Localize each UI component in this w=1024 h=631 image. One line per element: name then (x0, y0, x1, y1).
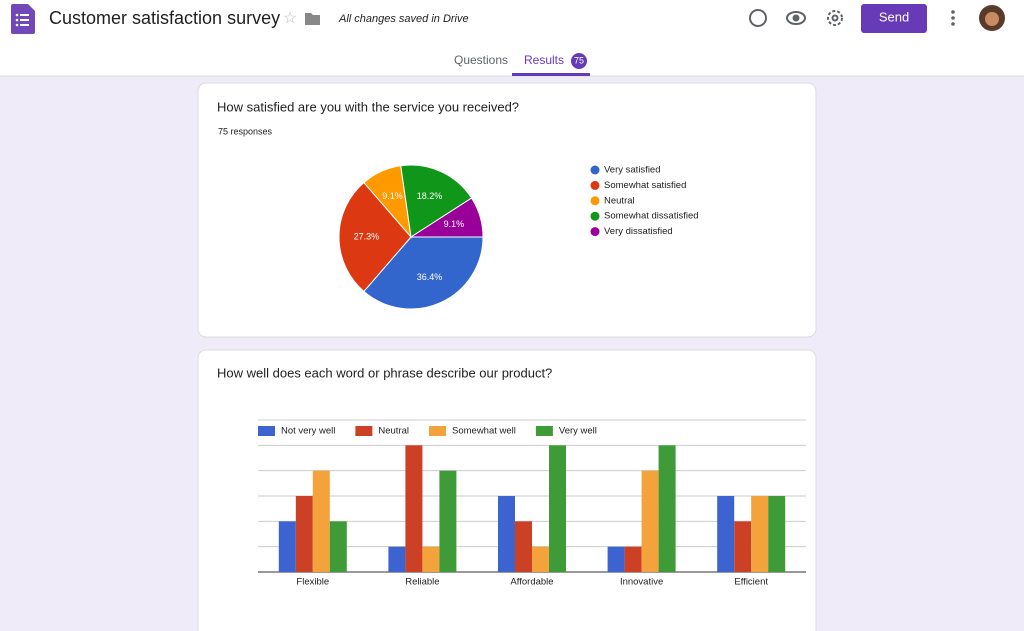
slice-label: 27.3% (354, 231, 380, 241)
bar (405, 445, 423, 572)
bar (295, 496, 313, 572)
send-button[interactable] (861, 4, 927, 33)
legend-swatch (258, 426, 275, 436)
bar (312, 470, 330, 572)
results-badge (571, 53, 587, 69)
bar (734, 521, 752, 572)
legend-swatch (590, 165, 600, 175)
send-label[interactable]: Send (879, 9, 909, 24)
slice-label: 9.1% (444, 219, 465, 229)
star-icon[interactable]: ☆ (283, 10, 297, 27)
slice-label: 18.2% (417, 191, 443, 201)
bar (532, 546, 549, 572)
response-count: 75 responses (218, 126, 273, 136)
legend-swatch (590, 211, 600, 221)
x-tick-label: Innovative (620, 577, 663, 588)
more-icon[interactable] (951, 10, 955, 26)
legend-swatch (590, 227, 600, 237)
legend-label: Somewhat dissatisfied (604, 211, 699, 222)
legend-swatch (590, 180, 600, 190)
x-tick-label: Affordable (510, 577, 553, 588)
legend-label: Somewhat well (452, 426, 516, 437)
top-bar (0, 0, 1024, 76)
bar-card (197, 349, 817, 631)
x-tick-label: Flexible (296, 577, 329, 588)
bar (422, 546, 440, 572)
bar (717, 496, 735, 572)
questions-tab[interactable]: Questions (454, 53, 508, 67)
legend-swatch (429, 426, 446, 436)
legend-label: Somewhat satisfied (604, 180, 686, 191)
bar (515, 521, 532, 572)
palette-icon[interactable] (749, 9, 767, 27)
bar (329, 521, 347, 572)
pie-card (197, 82, 817, 338)
pie-slice (400, 164, 473, 238)
legend-swatch (535, 426, 553, 436)
legend-label: Very well (559, 426, 597, 437)
badge-count: 75 (574, 55, 584, 65)
forms-icon (11, 4, 35, 34)
bar (624, 546, 642, 572)
form-title[interactable]: Customer satisfaction survey (49, 8, 280, 28)
bar (549, 445, 566, 572)
legend-label: Neutral (604, 195, 635, 206)
legend-swatch (355, 426, 373, 436)
bar (498, 496, 515, 572)
pie-question: How satisfied are you with the service y… (217, 99, 519, 114)
legend-swatch (590, 196, 600, 206)
folder-icon[interactable] (305, 13, 320, 25)
bar (388, 546, 406, 572)
pie-slice (409, 197, 484, 238)
results-tab[interactable]: Results (524, 53, 564, 67)
legend-label: Neutral (378, 426, 409, 437)
x-tick-label: Efficient (734, 577, 768, 588)
pie-chart: 36.4% 27.3% 9.1% 18.2% 9.1% Very satisfied Som… (338, 164, 699, 310)
bar-question: How well does each word or phrase descri… (217, 365, 552, 380)
legend-label: Very dissatisfied (604, 226, 673, 237)
tab-underline (512, 73, 590, 76)
preview-icon[interactable] (786, 11, 806, 25)
legend-label: Very satisfied (604, 165, 661, 176)
bar (439, 470, 457, 572)
bar-chart: Flexible Reliable Affordable Innovative Effi… (258, 419, 806, 588)
slice-label: 9.1% (382, 191, 403, 201)
x-tick-label: Reliable (405, 577, 439, 588)
bar (768, 496, 786, 572)
bar (641, 470, 659, 572)
pie-slice (338, 181, 412, 293)
bar (278, 521, 296, 572)
save-status: All changes saved in Drive (338, 13, 469, 25)
toolbar-icons (749, 9, 843, 27)
bar (751, 496, 769, 572)
slice-label: 36.4% (417, 272, 443, 282)
legend-label: Not very well (281, 426, 335, 437)
bar (607, 546, 625, 572)
pie-slice (363, 236, 484, 310)
bar (658, 445, 676, 572)
settings-icon[interactable] (827, 10, 843, 26)
